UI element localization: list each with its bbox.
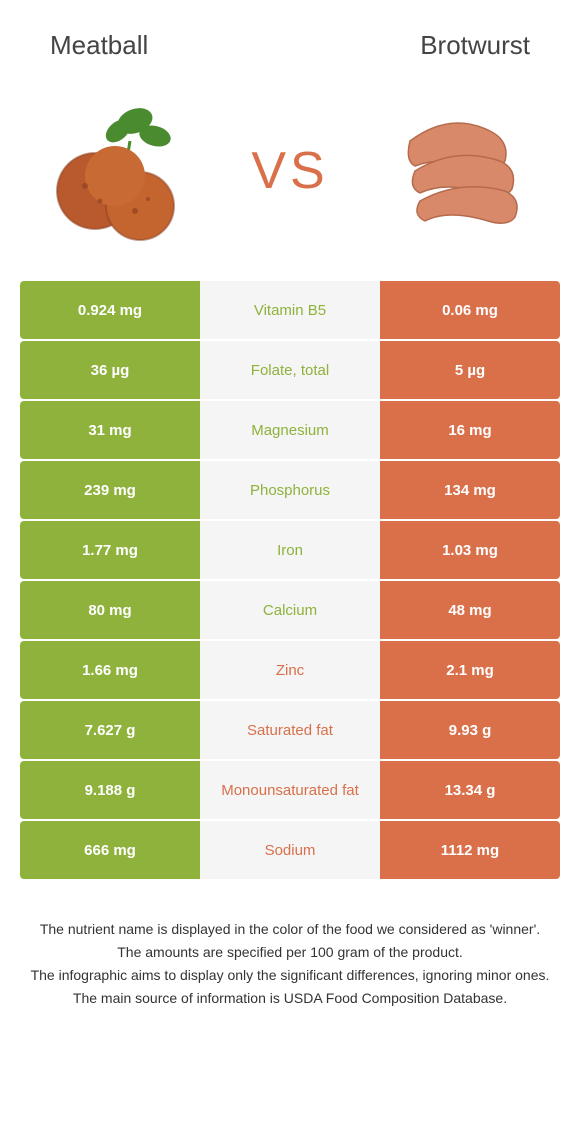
compare-row: 1.77 mgIron1.03 mg bbox=[20, 521, 560, 579]
nutrient-name: Sodium bbox=[200, 821, 380, 879]
nutrient-name: Calcium bbox=[200, 581, 380, 639]
left-value: 36 µg bbox=[20, 341, 200, 399]
nutrient-name: Monounsaturated fat bbox=[200, 761, 380, 819]
left-value: 0.924 mg bbox=[20, 281, 200, 339]
compare-row: 239 mgPhosphorus134 mg bbox=[20, 461, 560, 519]
right-value: 0.06 mg bbox=[380, 281, 560, 339]
compare-row: 36 µgFolate, total5 µg bbox=[20, 341, 560, 399]
compare-row: 0.924 mgVitamin B50.06 mg bbox=[20, 281, 560, 339]
footer-notes: The nutrient name is displayed in the co… bbox=[20, 919, 560, 1009]
footer-line-1: The nutrient name is displayed in the co… bbox=[30, 919, 550, 940]
nutrient-name: Vitamin B5 bbox=[200, 281, 380, 339]
compare-row: 80 mgCalcium48 mg bbox=[20, 581, 560, 639]
right-value: 48 mg bbox=[380, 581, 560, 639]
left-value: 1.77 mg bbox=[20, 521, 200, 579]
nutrient-name: Saturated fat bbox=[200, 701, 380, 759]
footer-line-3: The infographic aims to display only the… bbox=[30, 965, 550, 986]
right-value: 1112 mg bbox=[380, 821, 560, 879]
right-food-title: Brotwurst bbox=[420, 30, 530, 61]
vs-label: VS bbox=[251, 141, 328, 201]
right-value: 134 mg bbox=[380, 461, 560, 519]
right-value: 2.1 mg bbox=[380, 641, 560, 699]
nutrient-name: Folate, total bbox=[200, 341, 380, 399]
meatball-image bbox=[40, 91, 200, 251]
right-value: 13.34 g bbox=[380, 761, 560, 819]
right-value: 5 µg bbox=[380, 341, 560, 399]
left-value: 31 mg bbox=[20, 401, 200, 459]
right-value: 9.93 g bbox=[380, 701, 560, 759]
left-value: 9.188 g bbox=[20, 761, 200, 819]
compare-row: 1.66 mgZinc2.1 mg bbox=[20, 641, 560, 699]
nutrient-name: Phosphorus bbox=[200, 461, 380, 519]
compare-table: 0.924 mgVitamin B50.06 mg36 µgFolate, to… bbox=[20, 281, 560, 879]
left-food-title: Meatball bbox=[50, 30, 148, 61]
header-titles: Meatball Brotwurst bbox=[20, 30, 560, 81]
compare-row: 9.188 gMonounsaturated fat13.34 g bbox=[20, 761, 560, 819]
footer-line-2: The amounts are specified per 100 gram o… bbox=[30, 942, 550, 963]
left-value: 7.627 g bbox=[20, 701, 200, 759]
left-value: 80 mg bbox=[20, 581, 200, 639]
brotwurst-image bbox=[380, 91, 540, 251]
compare-row: 666 mgSodium1112 mg bbox=[20, 821, 560, 879]
right-value: 16 mg bbox=[380, 401, 560, 459]
nutrient-name: Iron bbox=[200, 521, 380, 579]
left-value: 666 mg bbox=[20, 821, 200, 879]
compare-row: 31 mgMagnesium16 mg bbox=[20, 401, 560, 459]
images-row: VS bbox=[20, 81, 560, 281]
left-value: 239 mg bbox=[20, 461, 200, 519]
nutrient-name: Magnesium bbox=[200, 401, 380, 459]
right-value: 1.03 mg bbox=[380, 521, 560, 579]
nutrient-name: Zinc bbox=[200, 641, 380, 699]
compare-row: 7.627 gSaturated fat9.93 g bbox=[20, 701, 560, 759]
left-value: 1.66 mg bbox=[20, 641, 200, 699]
footer-line-4: The main source of information is USDA F… bbox=[30, 988, 550, 1009]
